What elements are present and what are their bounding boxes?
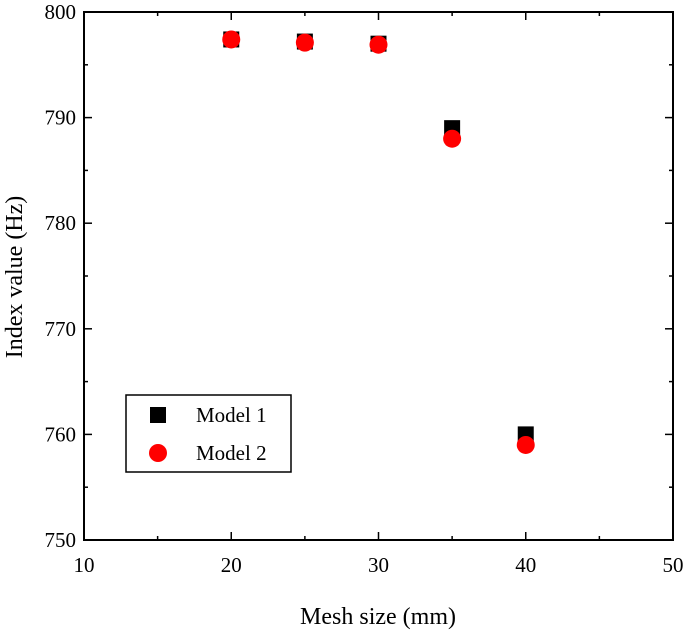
legend-square-marker	[150, 407, 166, 423]
y-tick-label: 790	[45, 106, 77, 130]
model-2-point	[295, 33, 314, 52]
legend-label: Model 1	[196, 403, 267, 427]
legend-label: Model 2	[196, 441, 267, 465]
y-tick-label: 750	[45, 528, 77, 552]
y-tick-label: 780	[45, 211, 77, 235]
legend: Model 1 Model 2	[125, 394, 292, 473]
x-axis-title: Mesh size (mm)	[300, 604, 456, 630]
y-axis-ticks: 750 760 770 780 790 800	[45, 0, 673, 552]
x-tick-label: 40	[515, 553, 536, 577]
y-tick-label: 760	[45, 422, 77, 446]
x-tick-label: 10	[74, 553, 95, 577]
x-tick-label: 20	[221, 553, 242, 577]
x-tick-label: 50	[663, 553, 684, 577]
x-axis-ticks: 10 20 30 40 50	[74, 12, 684, 577]
y-tick-label: 800	[45, 0, 77, 24]
data-points	[222, 30, 535, 454]
model-2-point	[516, 435, 535, 454]
model-2-point	[369, 35, 388, 54]
legend-circle-marker	[149, 444, 167, 462]
y-tick-label: 770	[45, 317, 77, 341]
y-axis-title: Index value (Hz)	[2, 196, 28, 359]
x-tick-label: 30	[368, 553, 389, 577]
model-2-point	[443, 129, 462, 148]
model-2-point	[222, 30, 241, 49]
